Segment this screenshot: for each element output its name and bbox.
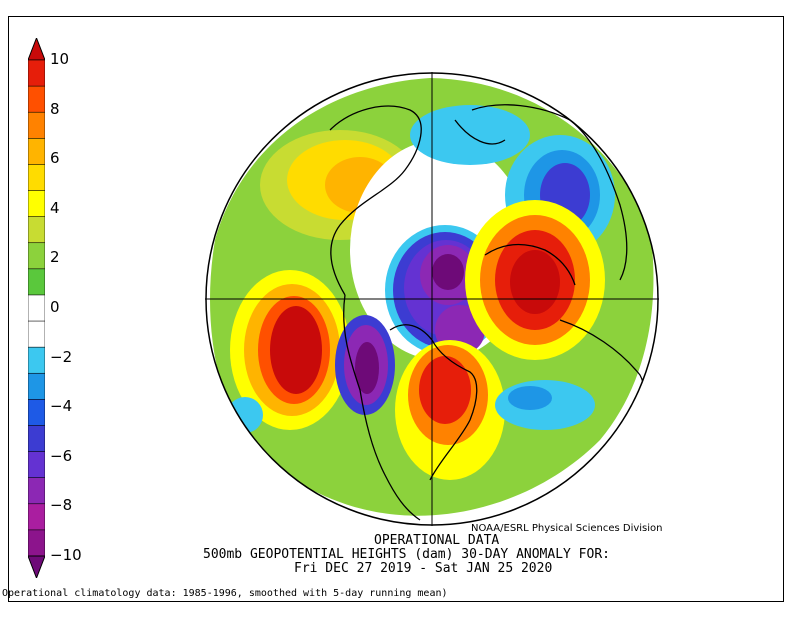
colorbar-tick-label: −8 (50, 496, 73, 515)
colorbar (28, 38, 45, 578)
colorbar-tick-label: 0 (50, 298, 60, 316)
credit-text: NOAA/ESRL Physical Sciences Division (471, 523, 663, 534)
colorbar-tick-label: 10 (50, 50, 70, 68)
colorbar-tick-label: 2 (50, 248, 60, 267)
title-line-1: OPERATIONAL DATA (374, 533, 500, 548)
title-line-3: Fri DEC 27 2019 - Sat JAN 25 2020 (294, 561, 553, 576)
footnote: Operational climatology data: 1985-1996,… (2, 588, 448, 599)
title-line-2: 500mb GEOPOTENTIAL HEIGHTS (dam) 30-DAY … (203, 547, 610, 562)
colorbar-min-arrow (28, 555, 45, 578)
colorbar-tick-label: −6 (50, 446, 73, 465)
colorbar-tick-label: −4 (50, 397, 73, 416)
colorbar-tick-label: 8 (50, 99, 60, 118)
colorbar-tick-label: 6 (50, 149, 60, 168)
colorbar-tick-label: −10 (50, 546, 82, 564)
colorbar-tick-label: −2 (50, 347, 73, 366)
map-boundary (205, 72, 659, 526)
anomaly-field (206, 73, 658, 525)
plot-frame (8, 16, 784, 602)
colorbar-tick-label: 4 (50, 198, 60, 217)
